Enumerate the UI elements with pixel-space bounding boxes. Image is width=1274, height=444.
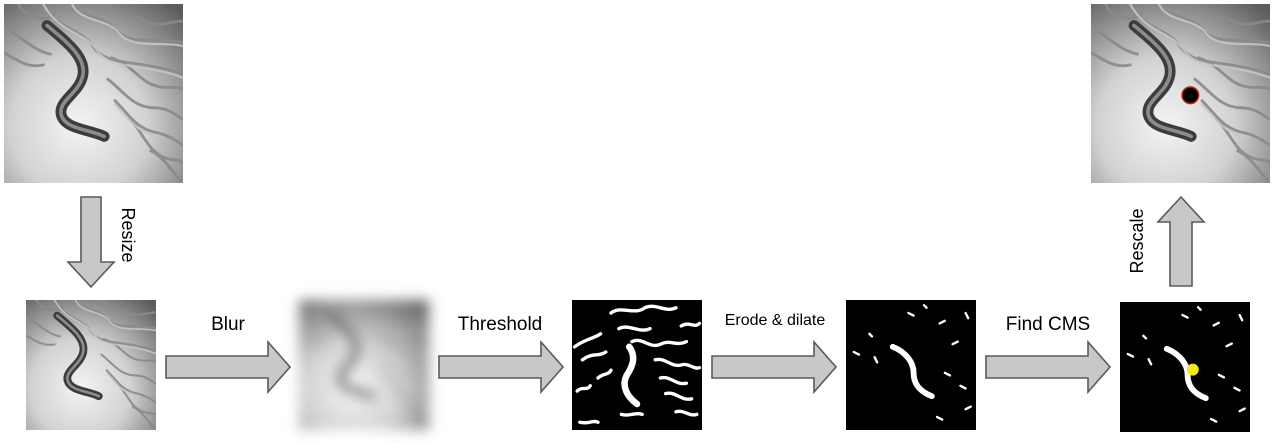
blurred-image: [296, 297, 431, 430]
resize-arrow: [66, 196, 116, 289]
thresholded-image: [572, 300, 702, 430]
cms-image: [1120, 302, 1250, 432]
rescale-arrow: [1156, 195, 1206, 287]
eroded-dilated-image: [846, 300, 976, 430]
find-cms-arrow: [985, 339, 1112, 395]
threshold-label: Threshold: [458, 314, 543, 335]
rescale-label: Rescale: [1127, 208, 1147, 273]
erode-dilate-arrow: [711, 339, 838, 395]
result-marker: [1181, 86, 1200, 105]
threshold-arrow: [438, 339, 565, 395]
original-image: [0, 0, 186, 183]
result-image: [1087, 0, 1273, 183]
blur-arrow: [165, 339, 292, 395]
resized-image: [23, 297, 158, 430]
erode-dilate-label: Erode & dilate: [725, 312, 826, 329]
cms-marker: [1186, 363, 1199, 376]
blur-label: Blur: [211, 314, 245, 335]
find-cms-label: Find CMS: [1006, 314, 1090, 335]
resize-label: Resize: [118, 207, 138, 262]
